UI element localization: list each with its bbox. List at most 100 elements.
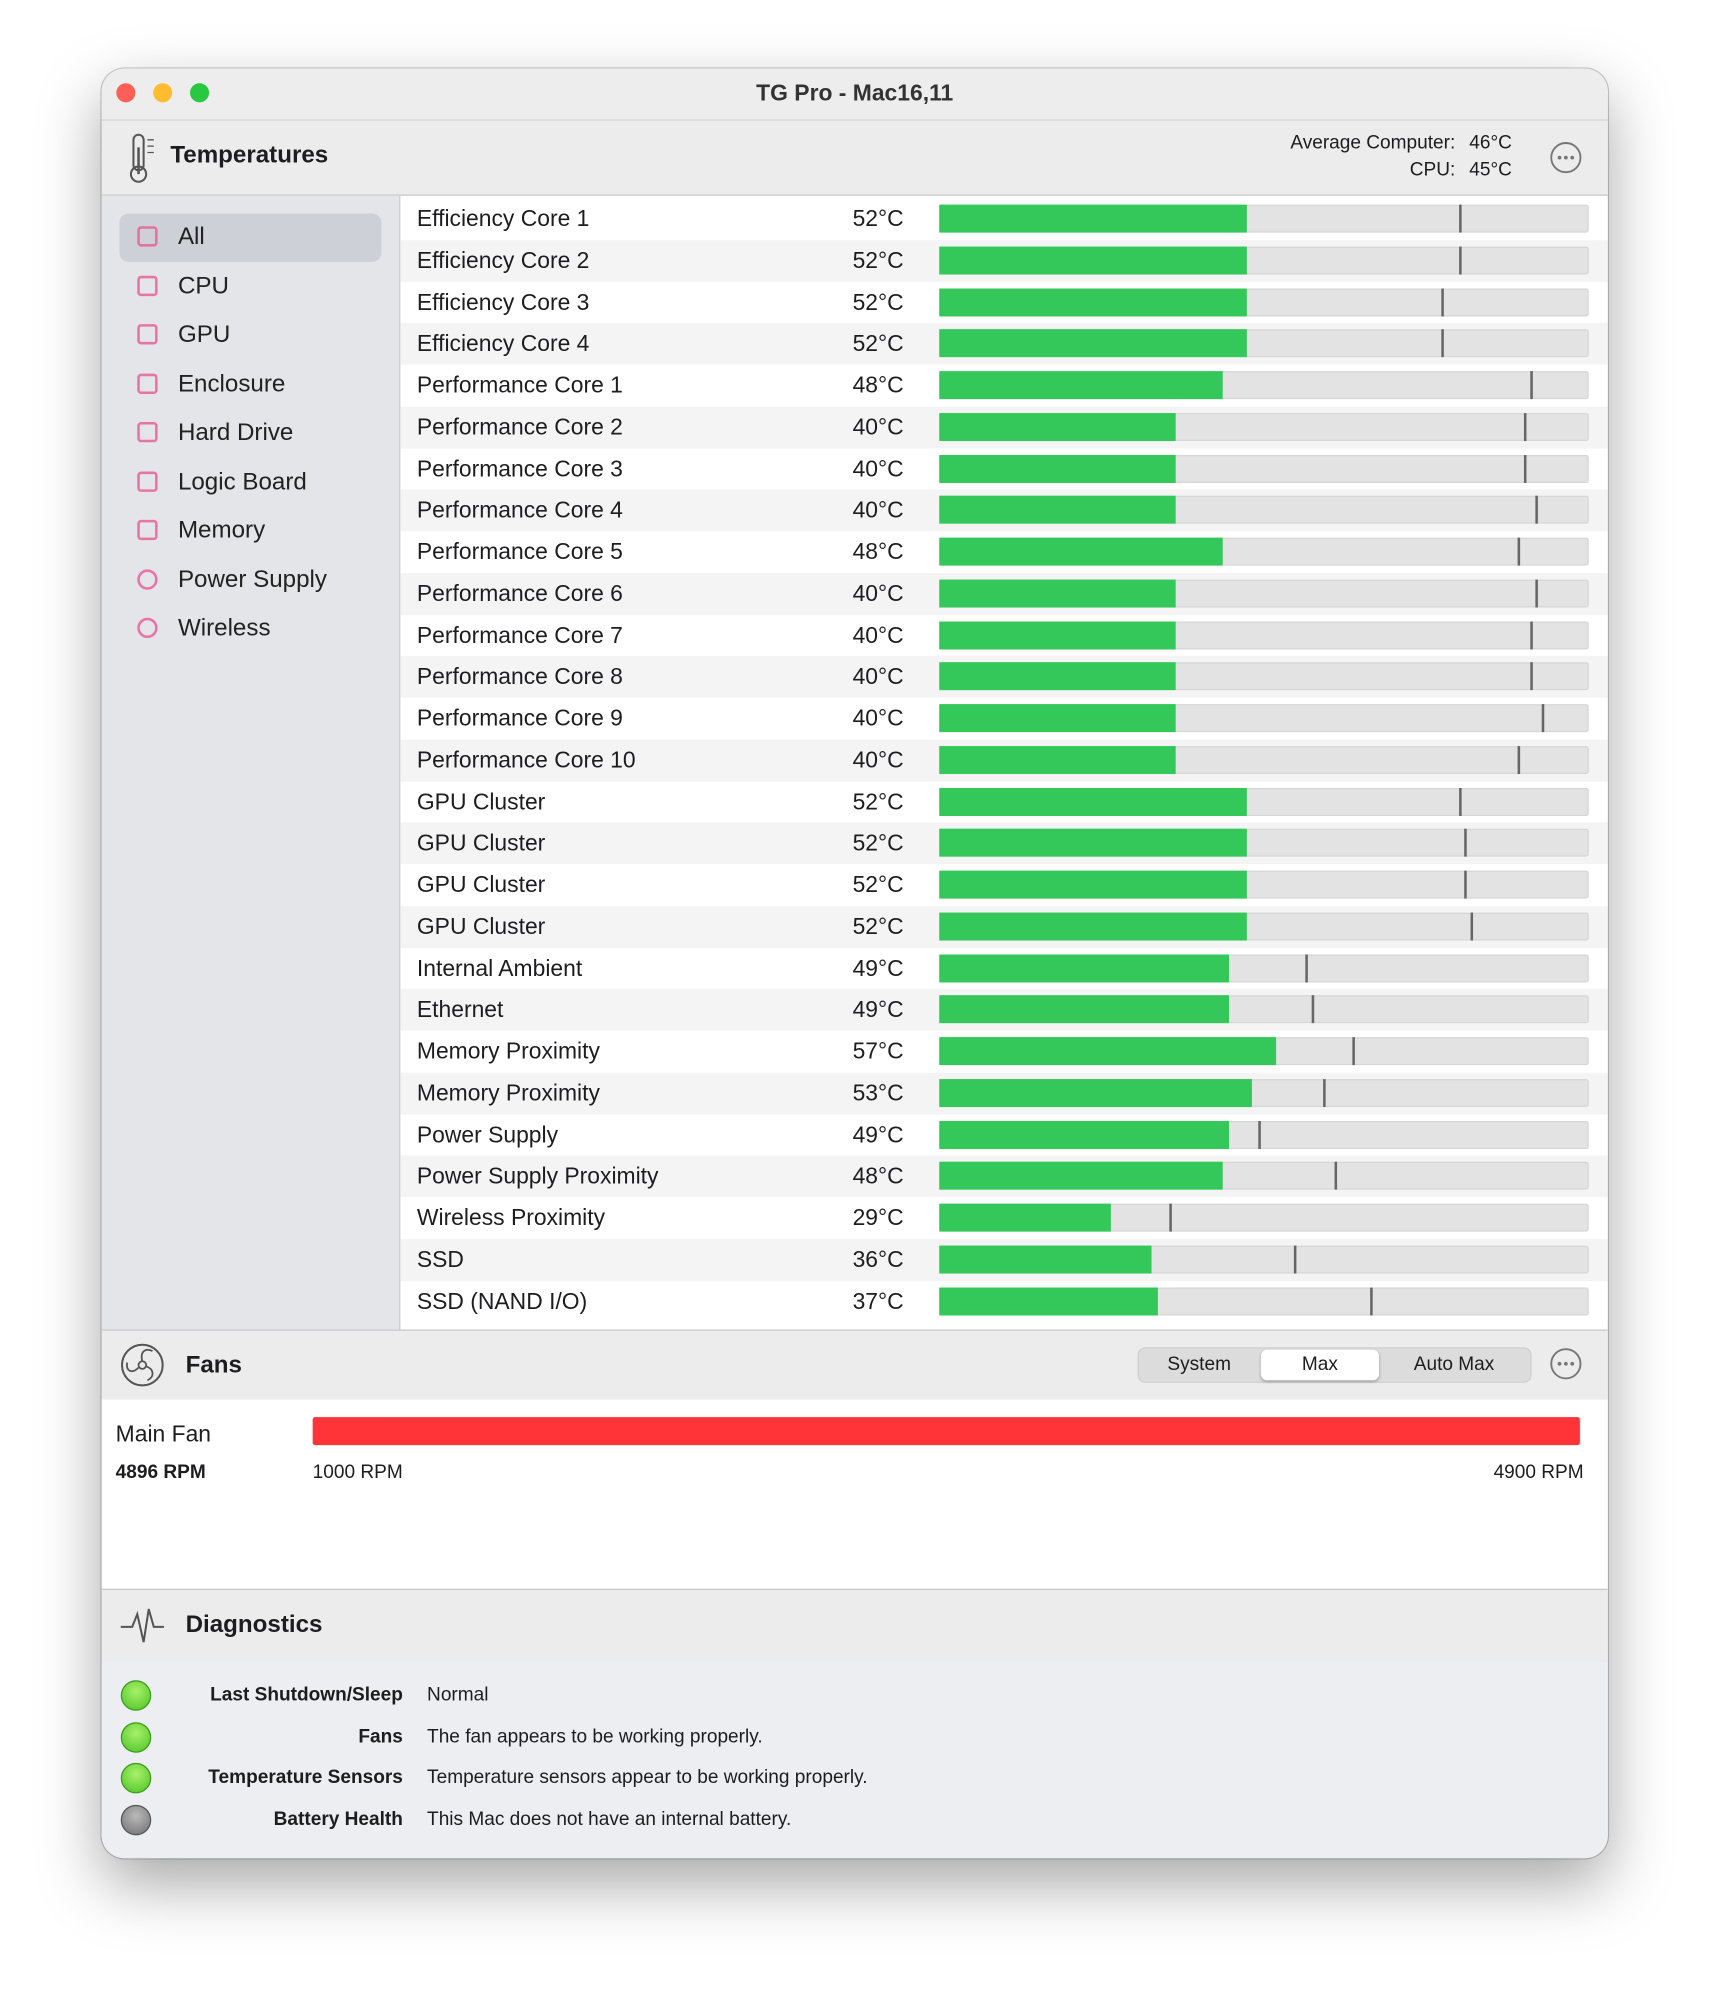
more-button[interactable] — [1549, 1347, 1585, 1383]
sensor-name: GPU Cluster — [416, 830, 546, 856]
max-marker — [1535, 579, 1539, 608]
sensor-temp: 40°C — [852, 455, 904, 482]
window: TG Pro - Mac16,11 Temperatures Average C… — [101, 68, 1608, 1859]
fan-min: 1000 RPM — [312, 1461, 403, 1484]
sensor-temp: 49°C — [852, 996, 904, 1023]
max-marker — [1293, 1245, 1297, 1274]
sensor-temp: 49°C — [852, 1121, 904, 1148]
sensor-name: Performance Core 2 — [416, 414, 623, 440]
max-marker — [1311, 995, 1314, 1024]
zoom-button[interactable] — [190, 83, 210, 103]
temperatures-header — [101, 120, 1608, 196]
temp-bar — [939, 995, 1229, 1024]
max-marker — [1258, 1120, 1261, 1149]
temp-bar — [939, 1245, 1152, 1274]
sensor-name: Performance Core 5 — [416, 538, 623, 565]
sensor-temp: 57°C — [852, 1038, 904, 1064]
sidebar-icon — [137, 519, 158, 541]
section-title: Diagnostics — [185, 1611, 323, 1639]
fan-name: Main Fan — [115, 1420, 212, 1447]
sensor-name: GPU Cluster — [416, 913, 546, 939]
sidebar: All CPU GPU Enclosure Hard Drive Logic Board M… — [101, 195, 401, 1330]
temp-bar — [939, 329, 1247, 358]
sensor-temp: 52°C — [852, 330, 904, 357]
sensor-temp: 53°C — [852, 1080, 904, 1106]
temp-bar — [939, 287, 1247, 316]
max-marker — [1352, 1037, 1356, 1066]
sensor-temp: 40°C — [852, 414, 904, 440]
max-marker — [1464, 829, 1468, 857]
sensor-temp: 49°C — [852, 955, 904, 981]
sensor-name: Performance Core 3 — [416, 455, 623, 482]
average-label: Average Computer: — [1290, 132, 1456, 154]
sensor-name: Power Supply Proximity — [416, 1163, 659, 1189]
max-marker — [1458, 246, 1462, 275]
sensor-name: Power Supply — [416, 1121, 559, 1148]
close-button[interactable] — [116, 83, 136, 103]
sensor-name: Performance Core 6 — [416, 580, 623, 606]
sensor-name: Performance Core 9 — [416, 705, 623, 731]
temp-bar — [939, 1286, 1158, 1315]
section-title: Temperatures — [170, 142, 329, 170]
sensor-temp: 48°C — [852, 372, 904, 398]
sensor-name: Memory Proximity — [416, 1038, 600, 1064]
sensor-name: Internal Ambient — [416, 955, 583, 981]
temp-bar — [939, 704, 1176, 733]
sensor-temp: 40°C — [852, 705, 904, 731]
cpu-value: 45°C — [1469, 158, 1512, 181]
title-bar — [101, 68, 1608, 121]
max-marker — [1323, 1078, 1326, 1107]
mode-segment[interactable]: Auto Max — [1413, 1353, 1495, 1376]
pulse-icon — [120, 1608, 164, 1643]
mode-segment[interactable]: System — [1167, 1353, 1231, 1376]
diagnostic-label: Temperature Sensors — [208, 1767, 403, 1789]
sensor-list: Efficiency Core 1 52°C Efficiency Core 2 52… — [400, 196, 1608, 1330]
mode-segment[interactable]: Max — [1260, 1349, 1380, 1381]
sidebar-item[interactable]: GPU — [177, 321, 231, 349]
sensor-name: Wireless Proximity — [416, 1204, 606, 1231]
diagnostic-text: Temperature sensors appear to be working… — [427, 1767, 868, 1789]
sensor-temp: 40°C — [852, 580, 904, 606]
max-marker — [1535, 496, 1539, 524]
temp-bar — [939, 204, 1247, 233]
sensor-name: Ethernet — [416, 996, 504, 1023]
sensor-temp: 52°C — [852, 830, 904, 856]
temp-bar — [939, 745, 1176, 774]
temp-bar — [939, 412, 1176, 441]
sidebar-item[interactable]: CPU — [177, 272, 229, 300]
status-dot — [120, 1763, 152, 1794]
fan-max: 4900 RPM — [1493, 1461, 1584, 1484]
sidebar-item[interactable]: Logic Board — [177, 468, 307, 496]
sidebar-item[interactable]: Enclosure — [177, 370, 286, 398]
temp-bar — [939, 371, 1223, 400]
sensor-temp: 40°C — [852, 622, 904, 648]
more-button[interactable] — [1549, 141, 1585, 177]
temp-bar — [939, 1203, 1111, 1232]
sidebar-item[interactable]: Power Supply — [177, 566, 327, 593]
sidebar-item[interactable]: Memory — [177, 517, 266, 544]
sensor-name: SSD — [416, 1246, 464, 1272]
minimize-button[interactable] — [153, 83, 173, 103]
sensor-temp: 40°C — [852, 497, 904, 523]
sidebar-item[interactable]: Hard Drive — [177, 419, 294, 447]
sensor-temp: 52°C — [852, 289, 904, 315]
diagnostic-label: Fans — [358, 1725, 403, 1748]
temp-bar — [939, 829, 1247, 857]
sidebar-item[interactable]: All — [177, 223, 205, 251]
temp-bar — [939, 870, 1247, 899]
max-marker — [1334, 1162, 1338, 1190]
sensor-temp: 52°C — [852, 871, 904, 898]
sensor-name: SSD (NAND I/O) — [416, 1288, 588, 1314]
temp-bar — [939, 537, 1223, 566]
diagnostic-label: Battery Health — [273, 1808, 403, 1831]
average-value: 46°C — [1469, 132, 1512, 154]
selected-highlight — [119, 213, 382, 262]
sidebar-icon — [137, 275, 158, 296]
temp-bar — [939, 912, 1247, 941]
max-marker — [1529, 620, 1533, 649]
sidebar-item[interactable]: Wireless — [177, 615, 271, 642]
sensor-temp: 52°C — [852, 205, 904, 232]
diagnostics-area: Last Shutdown/Sleep Normal Fans The fan app… — [101, 1661, 1608, 1859]
